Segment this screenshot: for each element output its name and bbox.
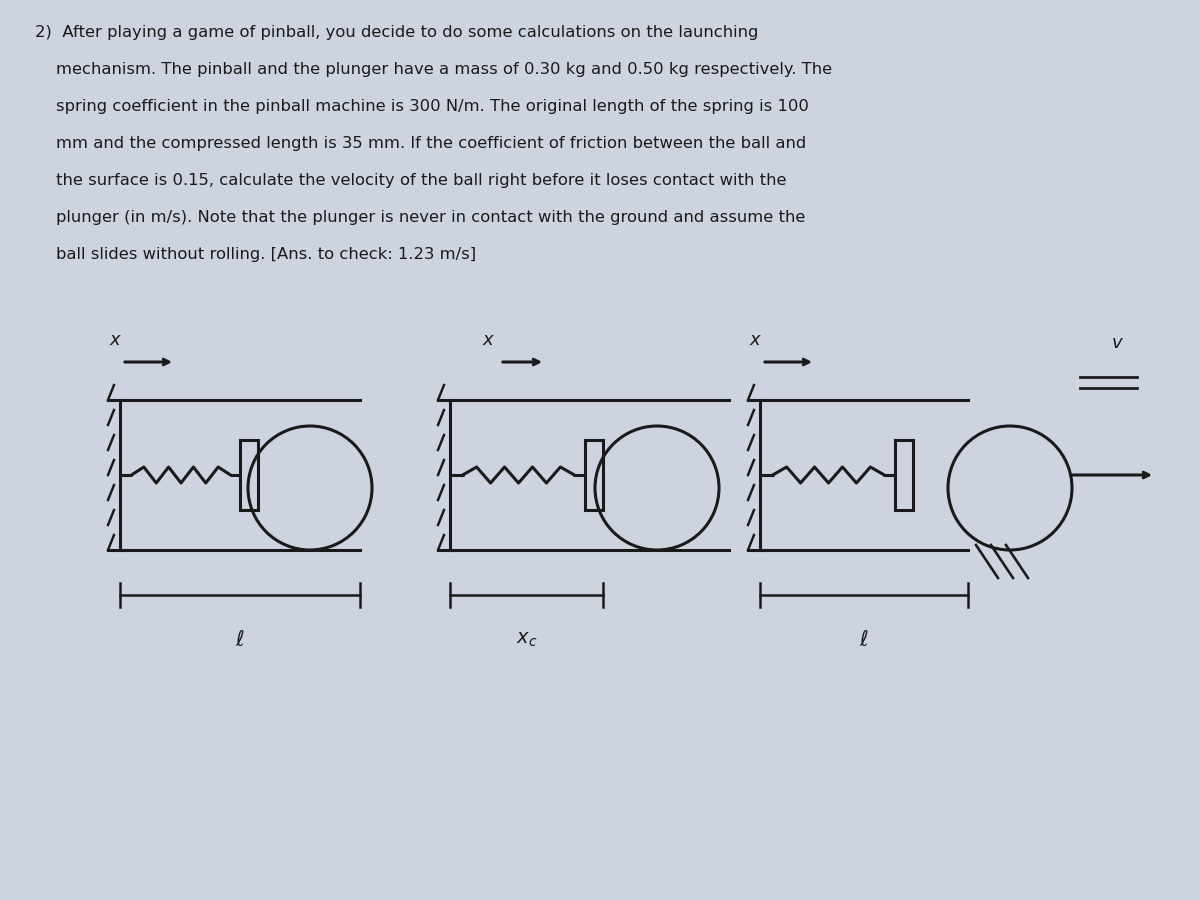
Text: x: x (109, 331, 120, 349)
Text: v: v (1112, 334, 1123, 352)
Text: x: x (750, 331, 761, 349)
Bar (895, 440, 913, 510)
Bar (586, 440, 604, 510)
Text: $x_c$: $x_c$ (516, 630, 538, 649)
Text: $\ell$: $\ell$ (859, 630, 869, 650)
Text: mm and the compressed length is 35 mm. If the coefficient of friction between th: mm and the compressed length is 35 mm. I… (35, 136, 806, 151)
Bar (240, 440, 258, 510)
Text: ball slides without rolling. [Ans. to check: 1.23 m/s]: ball slides without rolling. [Ans. to ch… (35, 247, 476, 262)
Text: spring coefficient in the pinball machine is 300 N/m. The original length of the: spring coefficient in the pinball machin… (35, 99, 809, 114)
Text: x: x (482, 331, 493, 349)
Text: 2)  After playing a game of pinball, you decide to do some calculations on the l: 2) After playing a game of pinball, you … (35, 25, 758, 40)
Text: the surface is 0.15, calculate the velocity of the ball right before it loses co: the surface is 0.15, calculate the veloc… (35, 173, 786, 188)
Text: mechanism. The pinball and the plunger have a mass of 0.30 kg and 0.50 kg respec: mechanism. The pinball and the plunger h… (35, 62, 832, 77)
Text: $\ell$: $\ell$ (235, 630, 245, 650)
Text: plunger (in m/s). Note that the plunger is never in contact with the ground and : plunger (in m/s). Note that the plunger … (35, 210, 805, 225)
